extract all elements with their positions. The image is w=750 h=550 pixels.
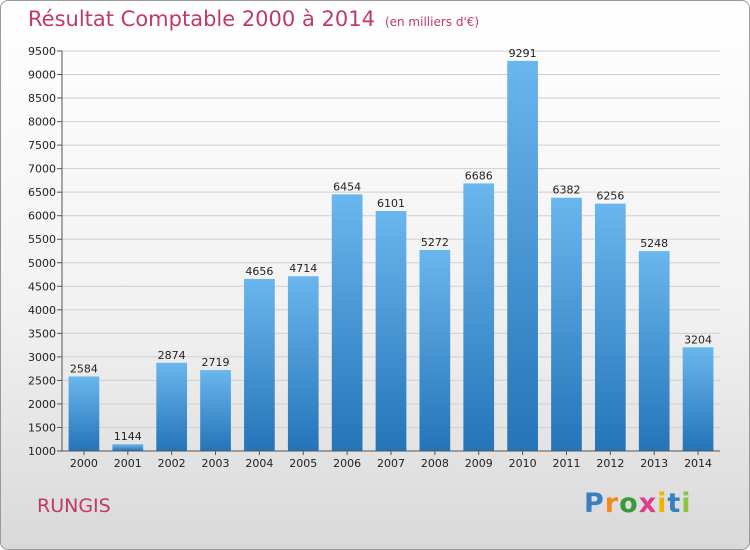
y-tick-label: 3000 bbox=[28, 351, 56, 364]
value-label-2013: 5248 bbox=[640, 237, 668, 250]
x-tick-label-2011: 2011 bbox=[552, 457, 580, 470]
value-label-2009: 6686 bbox=[465, 169, 493, 182]
y-tick-label: 1500 bbox=[28, 421, 56, 434]
bar-2013 bbox=[638, 251, 670, 451]
logo-letter: x bbox=[638, 488, 658, 519]
y-tick-label: 8000 bbox=[28, 116, 56, 129]
x-tick-label-2005: 2005 bbox=[289, 457, 317, 470]
y-tick-label: 2500 bbox=[28, 374, 56, 387]
commune-name: RUNGIS bbox=[37, 495, 111, 517]
y-tick-label: 7500 bbox=[28, 139, 56, 152]
y-tick-label: 6000 bbox=[28, 210, 56, 223]
value-label-2011: 6382 bbox=[552, 184, 580, 197]
y-tick-label: 9000 bbox=[28, 69, 56, 82]
value-label-2003: 2719 bbox=[202, 356, 230, 369]
value-label-2000: 2584 bbox=[70, 362, 98, 375]
logo-letter: r bbox=[604, 488, 620, 519]
bar-2003 bbox=[200, 370, 231, 451]
bar-2010 bbox=[507, 60, 538, 451]
x-tick-label-2009: 2009 bbox=[465, 457, 493, 470]
bar-2012 bbox=[594, 203, 626, 451]
logo-letter: o bbox=[619, 488, 639, 519]
value-label-2014: 3204 bbox=[684, 333, 712, 346]
chart-subtitle: (en milliers d'€) bbox=[384, 15, 480, 29]
x-tick-label-2003: 2003 bbox=[202, 457, 230, 470]
bar-2008 bbox=[419, 249, 451, 451]
x-tick-label-2004: 2004 bbox=[245, 457, 273, 470]
x-tick-label-2014: 2014 bbox=[684, 457, 712, 470]
x-tick-label-2006: 2006 bbox=[333, 457, 361, 470]
x-tick-label-2000: 2000 bbox=[70, 457, 98, 470]
value-label-2005: 4714 bbox=[289, 262, 317, 275]
x-tick-label-2013: 2013 bbox=[640, 457, 668, 470]
y-tick-label: 5500 bbox=[28, 233, 56, 246]
bar-2011 bbox=[551, 197, 582, 451]
bar-2009 bbox=[463, 183, 495, 451]
logo-letter: i bbox=[681, 488, 692, 519]
value-label-2004: 4656 bbox=[245, 265, 273, 278]
axes: 1000 1500 2000 2500 3000 3500 4000 4500 5000 5500… bbox=[28, 45, 720, 470]
y-tick-label: 3500 bbox=[28, 327, 56, 340]
value-label-2001: 1144 bbox=[114, 430, 142, 443]
bar-2005 bbox=[287, 276, 319, 451]
value-label-2007: 6101 bbox=[377, 197, 405, 210]
bar-2000 bbox=[68, 376, 100, 451]
bar-2014 bbox=[682, 347, 714, 451]
bar-2006 bbox=[331, 194, 363, 451]
value-label-2012: 6256 bbox=[596, 190, 624, 203]
y-tick-label: 4500 bbox=[28, 280, 56, 293]
bar-2002 bbox=[156, 362, 188, 451]
x-tick-label-2012: 2012 bbox=[596, 457, 624, 470]
bar-2004 bbox=[244, 278, 275, 451]
y-tick-label: 4000 bbox=[28, 304, 56, 317]
chart-title: Résultat Comptable 2000 à 2014 (en millie… bbox=[28, 7, 480, 31]
y-tick-label: 6500 bbox=[28, 186, 56, 199]
x-tick-label-2001: 2001 bbox=[114, 457, 142, 470]
x-tick-label-2007: 2007 bbox=[377, 457, 405, 470]
value-label-2008: 5272 bbox=[421, 236, 449, 249]
value-label-2002: 2874 bbox=[158, 349, 186, 362]
y-tick-label: 5000 bbox=[28, 257, 56, 270]
logo-letter: P bbox=[584, 488, 605, 519]
x-tick-label-2002: 2002 bbox=[158, 457, 186, 470]
bars bbox=[68, 60, 714, 451]
y-tick-label: 7000 bbox=[28, 163, 56, 176]
logo-letter: t bbox=[667, 488, 682, 519]
y-tick-label: 8500 bbox=[28, 92, 56, 105]
value-label-2010: 9291 bbox=[509, 47, 537, 60]
y-tick-label: 2000 bbox=[28, 398, 56, 411]
value-label-2006: 6454 bbox=[333, 180, 361, 193]
y-tick-label: 9500 bbox=[28, 45, 56, 58]
proxiti-logo: Proxiti bbox=[584, 488, 692, 519]
logo-letter: i bbox=[657, 488, 668, 519]
bar-2007 bbox=[375, 210, 407, 451]
x-tick-label-2010: 2010 bbox=[509, 457, 537, 470]
value-labels: 2584 1144 2874 2719 4656 4714 6454 6101 5272 6686… bbox=[70, 47, 712, 443]
y-tick-label: 1000 bbox=[28, 445, 56, 458]
bar-2001 bbox=[112, 444, 144, 451]
x-tick-label-2008: 2008 bbox=[421, 457, 449, 470]
